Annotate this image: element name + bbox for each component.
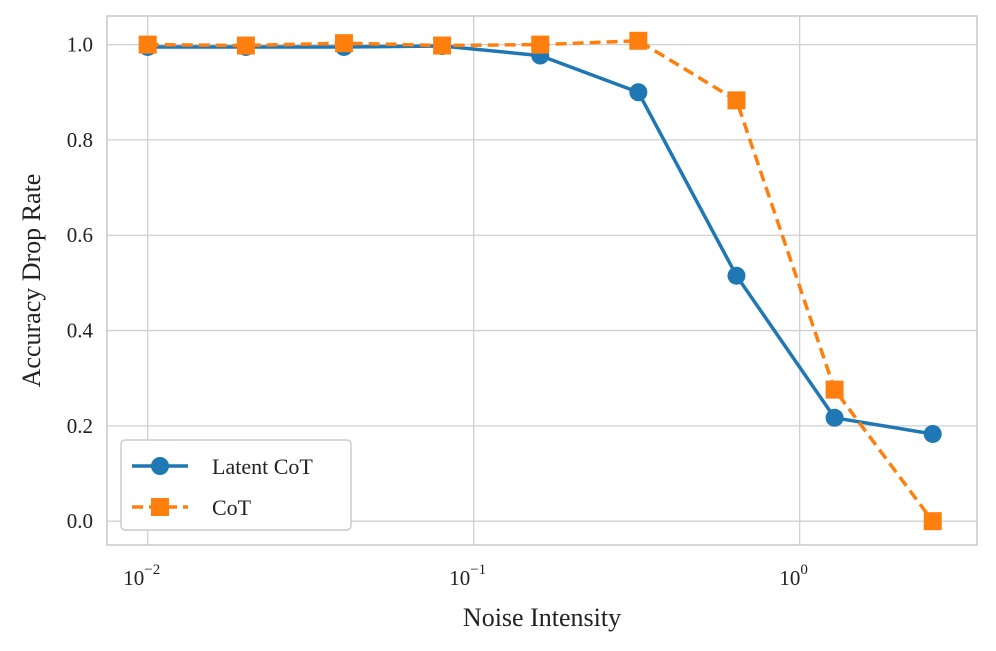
data-point-cot xyxy=(825,380,844,399)
x-tick-exponent: −1 xyxy=(470,562,486,578)
y-tick-label: 0.6 xyxy=(67,223,93,247)
legend-frame xyxy=(120,439,352,531)
x-tick-label: 100 xyxy=(779,562,808,590)
data-point-cot xyxy=(923,512,942,531)
data-point-cot xyxy=(727,91,746,110)
x-tick-label: 10−1 xyxy=(449,562,486,590)
x-tick-base: 10 xyxy=(779,566,800,590)
legend-label-latent-cot: Latent CoT xyxy=(212,454,313,479)
data-point-latent-cot xyxy=(923,424,942,443)
y-tick-label: 0.0 xyxy=(67,509,93,533)
data-point-cot xyxy=(629,31,648,50)
x-tick-exponent: −2 xyxy=(144,562,160,578)
x-tick-label: 10−2 xyxy=(123,562,160,590)
x-tick-base: 10 xyxy=(449,566,470,590)
y-tick-label: 0.4 xyxy=(67,319,94,343)
data-point-cot xyxy=(334,34,353,53)
y-axis-label: Accuracy Drop Rate xyxy=(17,174,46,388)
data-point-cot xyxy=(531,35,550,54)
x-tick-exponent: 0 xyxy=(800,562,808,578)
legend-label-cot: CoT xyxy=(212,495,252,520)
y-tick-label: 1.0 xyxy=(67,33,93,57)
y-tick-label: 0.8 xyxy=(67,128,93,152)
data-point-cot xyxy=(433,36,452,55)
x-tick-base: 10 xyxy=(123,566,144,590)
legend-marker-cot xyxy=(151,498,169,516)
data-point-latent-cot xyxy=(825,408,844,427)
series-group xyxy=(138,31,942,531)
y-tick-label: 0.2 xyxy=(67,414,93,438)
legend-marker-latent-cot xyxy=(151,457,169,475)
data-point-cot xyxy=(138,35,157,54)
x-axis-label: Noise Intensity xyxy=(463,603,621,632)
data-point-latent-cot xyxy=(727,266,746,285)
plot-frame xyxy=(106,15,978,546)
legend: Latent CoT CoT xyxy=(120,439,352,531)
data-point-latent-cot xyxy=(629,83,648,102)
data-point-cot xyxy=(236,36,255,55)
tick-labels: 0.00.20.40.60.81.010−2 10−1 100 xyxy=(67,33,808,590)
